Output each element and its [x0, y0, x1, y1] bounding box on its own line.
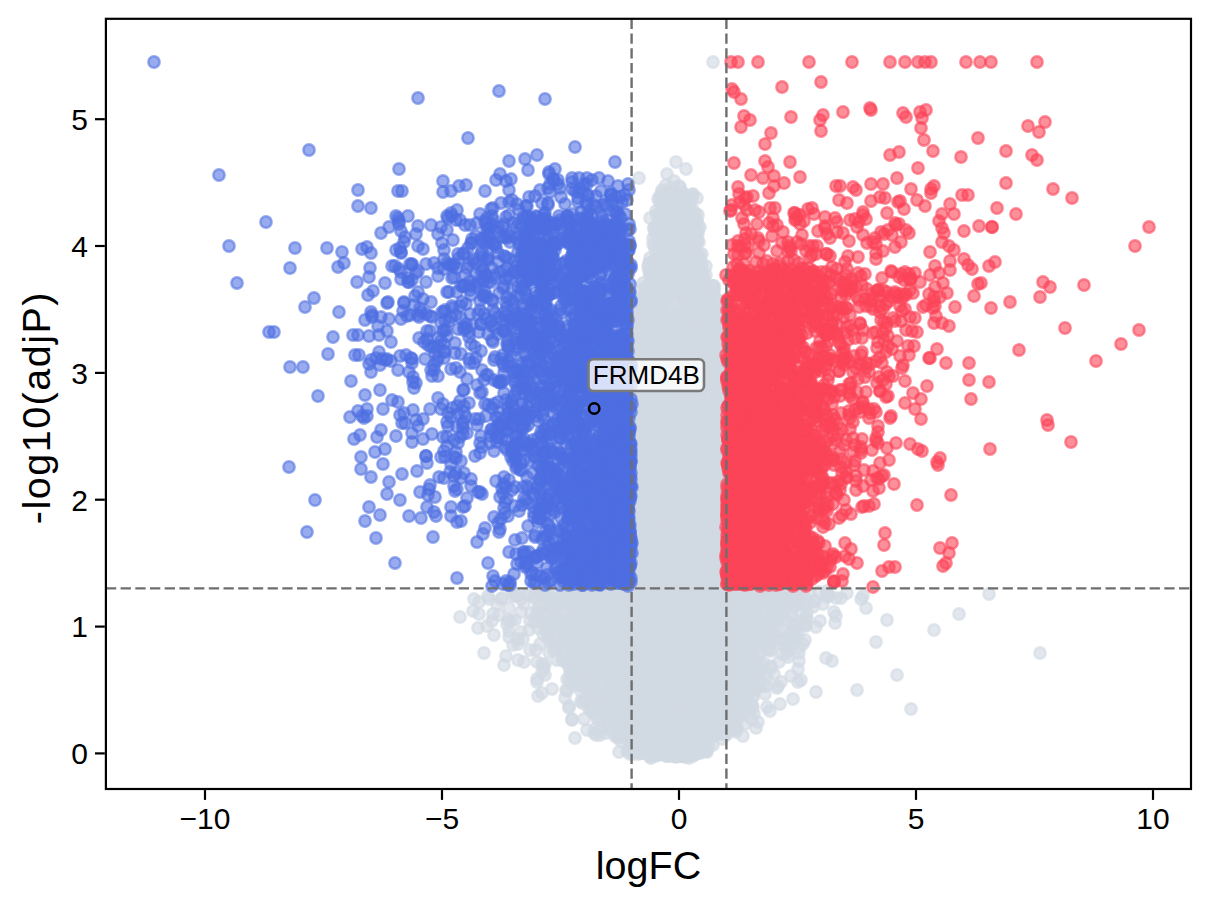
svg-text:0: 0	[671, 802, 688, 835]
svg-text:-log10(adjP): -log10(adjP)	[14, 291, 58, 524]
svg-text:−5: −5	[425, 802, 459, 835]
svg-text:2: 2	[71, 484, 88, 517]
svg-text:4: 4	[71, 230, 88, 263]
svg-text:5: 5	[71, 103, 88, 136]
svg-text:3: 3	[71, 357, 88, 390]
svg-text:FRMD4B: FRMD4B	[593, 360, 700, 390]
svg-text:−10: −10	[180, 802, 231, 835]
svg-text:logFC: logFC	[596, 843, 701, 887]
svg-text:5: 5	[908, 802, 925, 835]
svg-text:1: 1	[71, 610, 88, 643]
svg-text:0: 0	[71, 737, 88, 770]
svg-text:10: 10	[1136, 802, 1169, 835]
